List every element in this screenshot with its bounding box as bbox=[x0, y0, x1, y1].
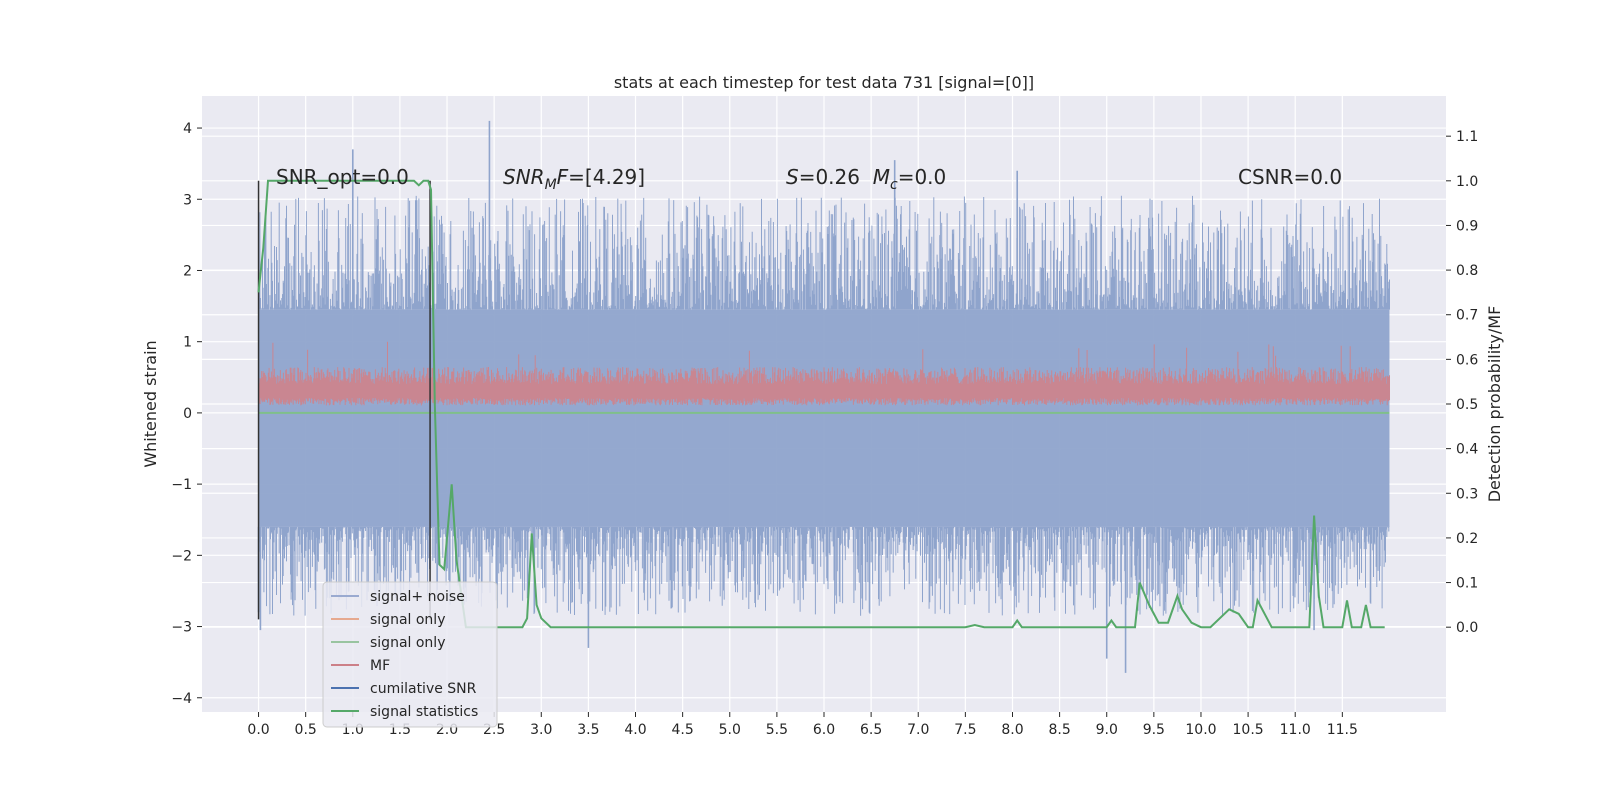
y2-tick-label-0: 0.0 bbox=[1456, 620, 1478, 636]
y2-axis-label: Detection probability/MF bbox=[1485, 306, 1504, 503]
x-tick-label-1: 0.5 bbox=[295, 722, 317, 738]
x-tick-label-0: 0.0 bbox=[247, 722, 269, 738]
y-tick-label-3: −1 bbox=[171, 477, 192, 493]
y-tick-label-2: −2 bbox=[171, 548, 192, 564]
legend-label-1: signal only bbox=[370, 612, 445, 628]
y-tick-label-4: 0 bbox=[183, 406, 192, 422]
x-tick-label-21: 10.5 bbox=[1233, 722, 1264, 738]
legend: signal+ noise signal only signal only MF cum… bbox=[322, 581, 498, 728]
annotation-csnr: CSNR=0.0 bbox=[1238, 165, 1342, 189]
series-signal-statistics bbox=[257, 179, 1385, 629]
x-tick-label-16: 8.0 bbox=[1001, 722, 1023, 738]
y2-tick-label-2: 0.2 bbox=[1456, 531, 1478, 547]
legend-label-5: signal statistics bbox=[370, 704, 478, 720]
x-tick-label-15: 7.5 bbox=[954, 722, 976, 738]
legend-label-3: MF bbox=[370, 658, 390, 674]
y-tick-label-1: −3 bbox=[171, 620, 192, 636]
legend-label-4: cumilative SNR bbox=[370, 681, 477, 697]
noise-band bbox=[258, 309, 1390, 527]
annotation-s-mc: S=0.26 Mc=0.0 bbox=[786, 165, 946, 193]
y2-tick-label-4: 0.4 bbox=[1456, 442, 1478, 458]
y2-tick-label-5: 0.5 bbox=[1456, 397, 1478, 413]
y2-tick-label-10: 1.0 bbox=[1456, 174, 1478, 190]
y2-tick-label-1: 0.1 bbox=[1456, 576, 1478, 592]
y2-tick-label-11: 1.1 bbox=[1456, 129, 1478, 145]
y2-tick-label-9: 0.9 bbox=[1456, 218, 1478, 234]
x-tick-label-13: 6.5 bbox=[860, 722, 882, 738]
y2-tick-label-3: 0.3 bbox=[1456, 486, 1478, 502]
x-tick-label-20: 10.0 bbox=[1185, 722, 1216, 738]
y-axis-label: Whitened strain bbox=[141, 340, 160, 467]
y2-tick-label-6: 0.6 bbox=[1456, 352, 1478, 368]
x-tick-label-22: 11.0 bbox=[1280, 722, 1311, 738]
left-y-axis-ticks: −4 −3 −2 −1 0 1 2 3 4 bbox=[171, 121, 202, 707]
legend-box bbox=[322, 581, 498, 728]
x-tick-label-18: 9.0 bbox=[1096, 722, 1118, 738]
y2-tick-label-7: 0.7 bbox=[1456, 308, 1478, 324]
x-tick-label-19: 9.5 bbox=[1143, 722, 1165, 738]
y-tick-label-5: 1 bbox=[183, 335, 192, 351]
x-tick-label-6: 3.0 bbox=[530, 722, 552, 738]
x-tick-label-23: 11.5 bbox=[1327, 722, 1358, 738]
y-tick-label-7: 3 bbox=[183, 192, 192, 208]
x-tick-label-7: 3.5 bbox=[577, 722, 599, 738]
y-tick-label-0: −4 bbox=[171, 691, 192, 707]
x-tick-label-12: 6.0 bbox=[813, 722, 835, 738]
x-tick-label-9: 4.5 bbox=[672, 722, 694, 738]
annotations: SNR_opt=0.0 SNRMF=[4.29] S=0.26 Mc=0.0 CSNR… bbox=[276, 165, 1342, 193]
x-tick-label-11: 5.5 bbox=[766, 722, 788, 738]
chart-title: stats at each timestep for test data 731… bbox=[614, 73, 1034, 92]
right-y-axis-ticks: 0.0 0.1 0.2 0.3 0.4 0.5 0.6 0.7 0.8 0.9 1.0 1.1 bbox=[1446, 129, 1478, 636]
y-tick-label-6: 2 bbox=[183, 263, 192, 279]
x-tick-label-8: 4.0 bbox=[624, 722, 646, 738]
y2-tick-label-8: 0.8 bbox=[1456, 263, 1478, 279]
x-tick-label-10: 5.0 bbox=[719, 722, 741, 738]
x-tick-label-17: 8.5 bbox=[1048, 722, 1070, 738]
y-tick-label-8: 4 bbox=[183, 121, 192, 137]
data-layer bbox=[257, 120, 1390, 673]
annotation-snr-mf: SNRMF=[4.29] bbox=[503, 165, 645, 193]
annotation-snr-opt: SNR_opt=0.0 bbox=[276, 165, 409, 189]
x-tick-label-14: 7.0 bbox=[907, 722, 929, 738]
series-signal-noise bbox=[257, 120, 1390, 673]
legend-label-2: signal only bbox=[370, 635, 445, 651]
legend-label-0: signal+ noise bbox=[370, 589, 465, 605]
